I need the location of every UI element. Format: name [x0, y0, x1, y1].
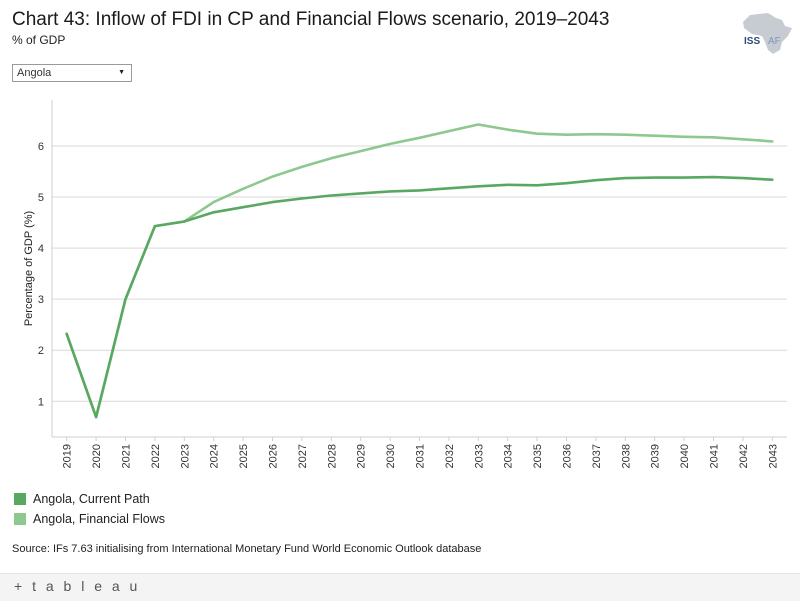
x-tick-label: 2025: [238, 444, 250, 468]
iss-africa-logo: ISS AF: [738, 12, 800, 56]
x-tick-label: 2037: [591, 444, 603, 468]
legend-swatch-current-path: [14, 493, 26, 505]
chart-title: Chart 43: Inflow of FDI in CP and Financ…: [12, 9, 610, 30]
legend-label: Angola, Current Path: [33, 492, 150, 506]
y-tick-label: 2: [38, 345, 44, 357]
x-tick-label: 2042: [738, 444, 750, 468]
x-tick-label: 2028: [326, 444, 338, 468]
x-tick-label: 2021: [121, 444, 133, 468]
x-tick-label: 2020: [91, 444, 103, 468]
x-tick-label: 2034: [503, 444, 515, 468]
legend: Angola, Current Path Angola, Financial F…: [14, 489, 165, 529]
x-tick-label: 2031: [415, 444, 427, 468]
x-tick-label: 2041: [709, 444, 721, 468]
y-axis-label: Percentage of GDP (%): [23, 211, 35, 326]
x-tick-label: 2039: [650, 444, 662, 468]
country-filter-dropdown[interactable]: Angola ▼: [12, 64, 132, 82]
y-tick-label: 1: [38, 396, 44, 408]
x-tick-label: 2024: [209, 444, 221, 468]
x-tick-label: 2022: [150, 444, 162, 468]
legend-item-financial-flows[interactable]: Angola, Financial Flows: [14, 509, 165, 529]
source-note: Source: IFs 7.63 initialising from Inter…: [12, 543, 482, 555]
line-chart: 1 2 3 4 5 6 2019 2020 2021 2022 2023 2024 2025 2026 20…: [23, 100, 787, 468]
x-tick-label: 2040: [679, 444, 691, 468]
axes: 1 2 3 4 5 6 2019 2020 2021 2022 2023 2024 2025 2026 20…: [38, 100, 787, 468]
x-tick-label: 2019: [62, 444, 74, 468]
chevron-down-icon: ▼: [118, 69, 125, 76]
y-tick-label: 4: [38, 243, 44, 255]
legend-item-current-path[interactable]: Angola, Current Path: [14, 489, 165, 509]
y-tick-label: 3: [38, 294, 44, 306]
footer-bar: + t a b l e a u: [0, 573, 800, 601]
x-tick-label: 2036: [562, 444, 574, 468]
x-tick-label: 2026: [268, 444, 280, 468]
country-filter-value: Angola: [17, 67, 52, 79]
x-tick-label: 2032: [444, 444, 456, 468]
y-tick-label: 5: [38, 192, 44, 204]
x-tick-label: 2027: [297, 444, 309, 468]
logo-text: ISS: [744, 36, 760, 47]
x-tick-label: 2023: [179, 444, 191, 468]
x-tick-label: 2035: [532, 444, 544, 468]
x-tick-label: 2043: [767, 444, 779, 468]
x-tick-label: 2029: [356, 444, 368, 468]
gridlines: [52, 145, 787, 402]
x-tick-label: 2038: [620, 444, 632, 468]
series-line-financial-flows: [65, 123, 774, 419]
x-tick-label: 2030: [385, 444, 397, 468]
series-line-current-path: [65, 175, 774, 419]
tableau-logo[interactable]: + t a b l e a u: [14, 578, 141, 594]
logo-text-2: AF: [768, 36, 781, 47]
legend-label: Angola, Financial Flows: [33, 512, 166, 526]
africa-map-icon: ISS AF: [743, 13, 792, 54]
y-tick-label: 6: [38, 141, 44, 153]
series: [65, 123, 774, 419]
legend-swatch-financial-flows: [14, 513, 26, 525]
x-tick-label: 2033: [473, 444, 485, 468]
chart-subtitle: % of GDP: [12, 33, 66, 47]
